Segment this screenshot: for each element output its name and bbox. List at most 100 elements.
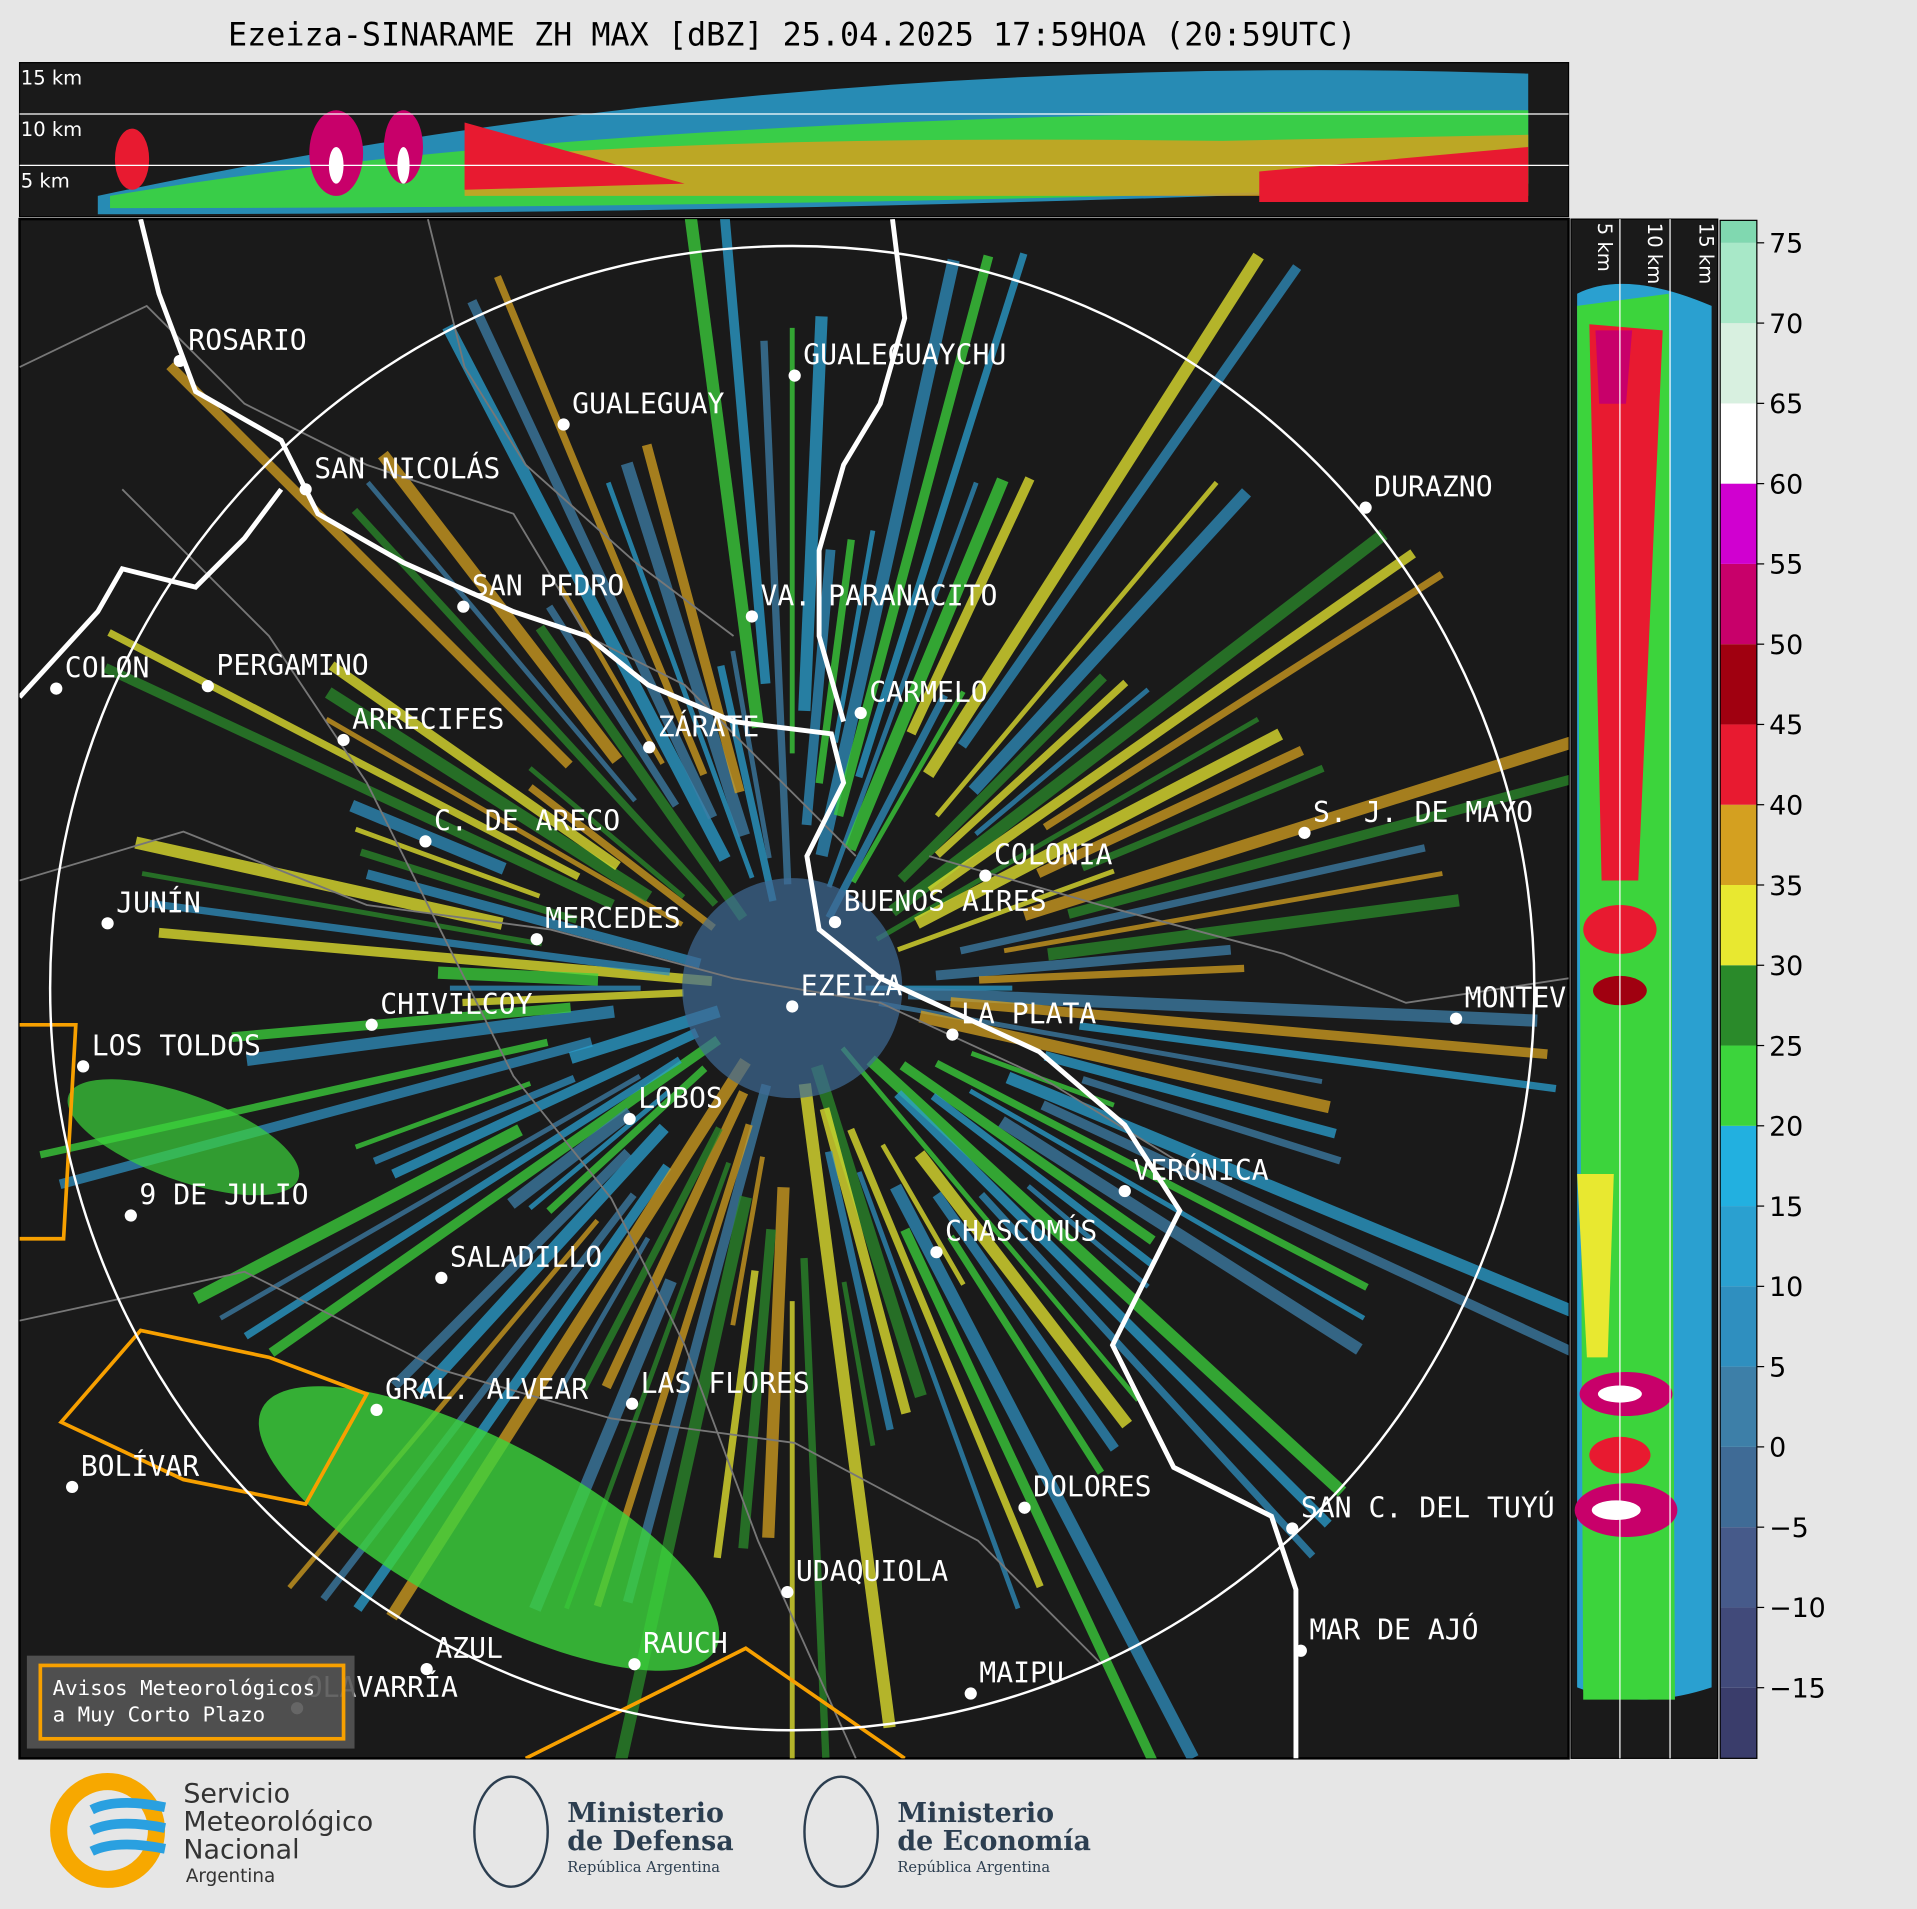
city-dot — [557, 418, 570, 431]
city-dot — [745, 610, 758, 623]
echo-ray — [354, 1081, 532, 1150]
city-labels: ROSARIO GUALEGUAYCHU GUALEGUAY SAN NICOLÁS D… — [50, 324, 1569, 1715]
echo-ray — [615, 1195, 752, 1759]
echo-ray — [158, 927, 713, 986]
city-dot — [370, 1403, 383, 1417]
colorbar-band — [1720, 1366, 1757, 1447]
colorbar-tick-label: 20 — [1769, 1112, 1803, 1143]
echo-ray — [1081, 1076, 1342, 1165]
logo-text: de Economía — [897, 1826, 1091, 1857]
echo-ray — [467, 299, 718, 820]
echo-ray — [923, 252, 1264, 778]
city-dot — [786, 1000, 799, 1013]
echo-ray — [824, 1150, 894, 1431]
echo-ray — [934, 679, 1129, 858]
city-label: SAN PEDRO — [472, 570, 624, 603]
echo-ray — [605, 481, 755, 879]
logo-text: Meteorológico — [183, 1806, 373, 1837]
city-dot — [457, 600, 470, 613]
echo-ray — [641, 443, 745, 794]
echo-ray — [819, 1107, 911, 1415]
echo-ray — [141, 871, 543, 947]
colorbar-tick-label: 5 — [1769, 1352, 1786, 1383]
colorbar-tick-label: −15 — [1769, 1673, 1826, 1704]
echo-ray — [957, 264, 1302, 749]
echo-ray — [907, 987, 1538, 1027]
echo-ray — [328, 661, 621, 871]
boundaries — [19, 219, 1569, 1759]
city-label: C. DE ARECO — [434, 804, 620, 837]
echo-ray — [351, 507, 719, 907]
city-dot — [1449, 1012, 1463, 1025]
city-dot — [435, 1271, 448, 1284]
height-label: 10 km — [1643, 223, 1666, 284]
colorbar-tick-label: −10 — [1769, 1593, 1826, 1624]
warning-polygons — [19, 1022, 906, 1759]
title: Ezeiza-SINARAME ZH MAX [dBZ] 25.04.2025 … — [228, 18, 1356, 54]
city-label: DOLORES — [1033, 1471, 1151, 1504]
logo-text: Ministerio — [567, 1798, 724, 1829]
echo-ray — [760, 340, 792, 885]
warning-text: a Muy Corto Plazo — [53, 1703, 266, 1727]
city-label: COLON — [65, 652, 150, 685]
echo-ray — [888, 529, 1388, 917]
range-ring — [48, 244, 1536, 1732]
colorbar-tick-label: 55 — [1769, 550, 1803, 581]
city-label: CHASCOMÚS — [945, 1214, 1097, 1248]
echo-ray — [546, 1065, 708, 1214]
echo-ray — [580, 1126, 723, 1392]
echo-ray — [878, 1000, 1323, 1084]
city-dot — [365, 1018, 378, 1031]
echo-ray — [844, 477, 1009, 852]
colorbar-tick-label: 40 — [1769, 790, 1803, 821]
echo-ray — [930, 1093, 1154, 1267]
echo-ray — [918, 1010, 1331, 1114]
echo-ray — [437, 966, 599, 986]
echo-ray — [798, 1083, 896, 1729]
city-label: LA PLATA — [961, 998, 1096, 1031]
echo-cell — [67, 1079, 300, 1196]
colorbar-tick-label: 15 — [1769, 1192, 1803, 1223]
echo-ray — [622, 1083, 772, 1604]
echo-ray — [720, 219, 771, 685]
city-dot — [643, 741, 656, 754]
echo-ray — [894, 1090, 1332, 1528]
city-dot — [299, 483, 312, 496]
city-label: S. J. DE MAYO — [1313, 796, 1533, 829]
city-label: GUALEGUAYCHU — [803, 339, 1006, 372]
echo-ray — [900, 1227, 1157, 1759]
echo-ray — [1043, 1051, 1337, 1139]
echo-ray — [1079, 1022, 1557, 1093]
colorbar-band — [1720, 1286, 1757, 1367]
logo-text: Argentina — [186, 1866, 275, 1887]
echo-ray — [897, 673, 1107, 883]
city-dot — [964, 1687, 977, 1700]
colorbar-band — [1720, 483, 1757, 564]
city-label: MERCEDES — [545, 902, 680, 935]
city-dot — [173, 354, 186, 368]
colorbar-tick-label: 60 — [1769, 469, 1803, 500]
height-label: 5 km — [21, 169, 70, 192]
echo-ray — [914, 1150, 1132, 1429]
echo-ray — [391, 1028, 700, 1179]
warning-box-bg — [26, 1655, 355, 1749]
echo-ray — [231, 1002, 571, 1043]
colorbar-tick-label: 70 — [1769, 309, 1803, 340]
colorbar-band — [1720, 1687, 1757, 1759]
echo-ray — [866, 1055, 1347, 1497]
colorbar-tick-label: 10 — [1769, 1272, 1803, 1303]
map-layer: ROSARIO GUALEGUAYCHU GUALEGUAY SAN NICOLÁS D… — [19, 219, 1569, 1759]
city-dot — [625, 1397, 639, 1410]
echo-ray — [932, 1191, 1119, 1452]
echo-ray — [1022, 736, 1569, 921]
echo-ray — [1042, 571, 1444, 831]
city-label: SAN NICOLÁS — [314, 451, 500, 485]
echo-ray — [243, 1056, 682, 1340]
echo-ray — [826, 481, 979, 888]
echo-ray — [815, 258, 960, 857]
echo-ray — [856, 1171, 1021, 1610]
echo-ray — [528, 766, 686, 899]
colorbar-tick-label: 45 — [1769, 710, 1803, 741]
city-label: MAR DE AJÓ — [1309, 1613, 1478, 1647]
